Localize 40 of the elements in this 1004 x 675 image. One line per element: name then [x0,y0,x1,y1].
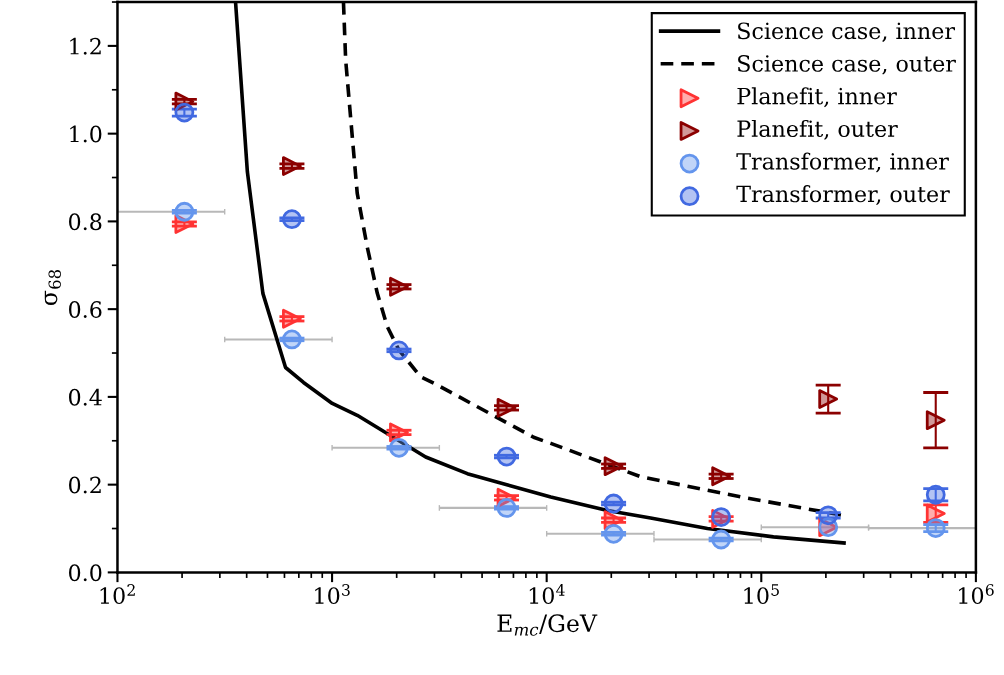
y-tick-label: 0.2 [69,476,101,494]
x-axis-title: E$_{mc}$/GeV [497,614,598,636]
y-tick-label: 1.0 [70,125,102,143]
legend-label: Transformer, outer [736,185,950,206]
legend-label: Planefit, outer [737,119,898,140]
x-tick-label: 10$^{4}$ [529,584,565,605]
point [818,505,839,526]
point [282,308,302,329]
point [711,466,732,487]
x-tick-label: 10$^{2}$ [100,584,135,605]
point [603,493,624,514]
point [282,329,302,350]
legend-label: Science case, inner [738,22,955,42]
point [174,102,195,123]
point [603,456,624,477]
point [389,437,409,458]
x-tick-label: 10$^{6}$ [959,584,994,605]
point [711,529,732,550]
point [389,422,409,443]
point [389,340,409,361]
point [389,276,409,297]
y-tick-label: 0.4 [69,388,102,406]
point [496,498,517,518]
point [818,389,839,409]
x-tick-label: 10$^{3}$ [315,584,350,605]
y-tick-label: 1.2 [70,37,101,55]
x-tick-label: 10$^{5}$ [744,584,779,605]
point [282,156,302,177]
point [496,397,517,418]
y-tick-label: 0.6 [69,301,102,318]
y-axis-title: σ$_{68}$ [44,269,61,306]
legend-label: Planefit, inner [737,87,897,108]
point [925,518,946,538]
point [282,209,302,230]
point [925,410,946,431]
legend-label: Science case, outer [738,55,956,75]
point [496,446,517,467]
y-tick-label: 0.0 [69,564,102,582]
y-tick-label: 0.8 [69,213,102,231]
legend-label: Transformer, inner [736,152,949,173]
